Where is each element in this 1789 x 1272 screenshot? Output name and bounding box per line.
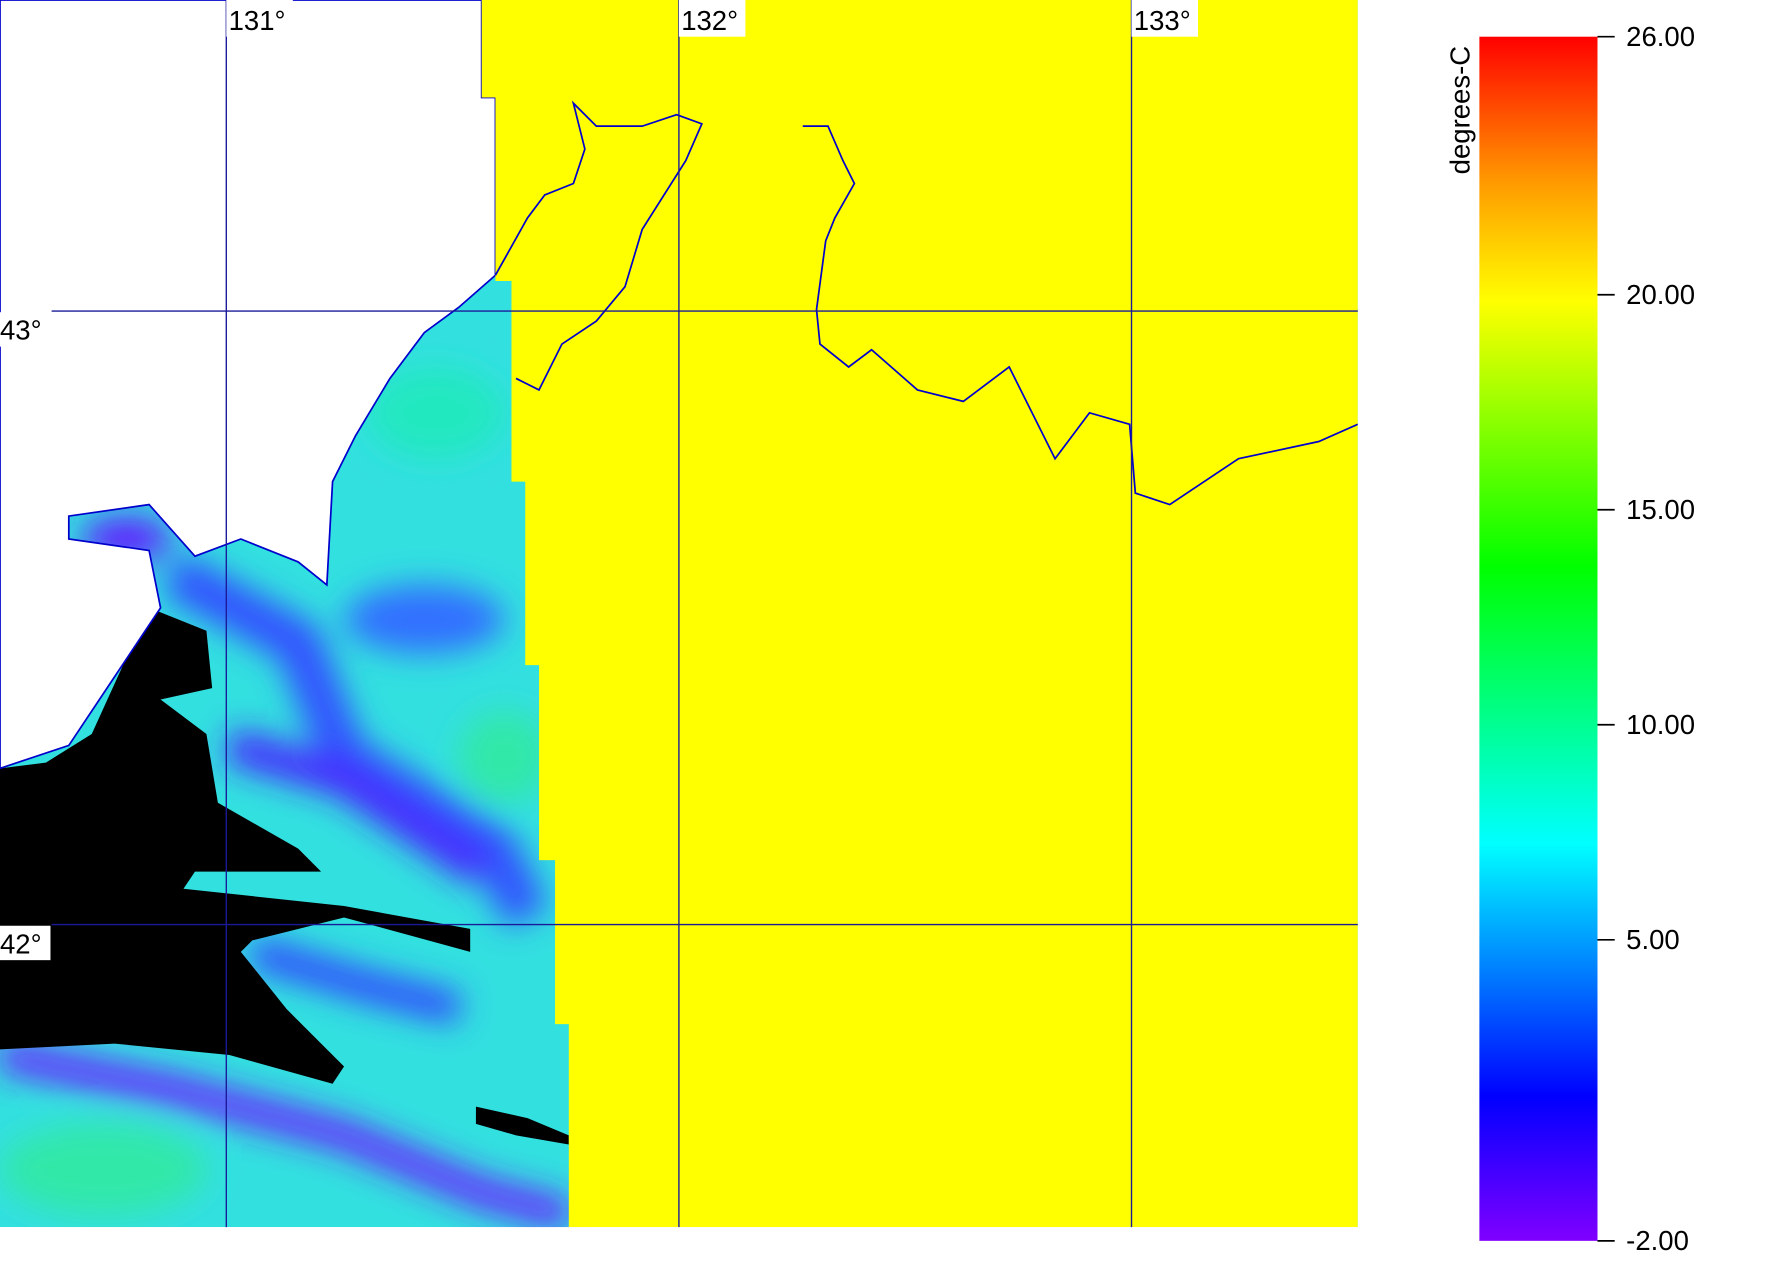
colorbar-tick-label: 10.00 [1626,709,1695,740]
graticule: 131° 132° 133° 43° 42° [0,0,1358,1228]
colorbar-tick-label: -2.00 [1626,1225,1689,1256]
masked-region [481,0,1358,1228]
label-background [226,0,293,37]
label-background [0,312,51,347]
label-background [678,0,746,37]
lon-tick-label: 131° [229,5,286,36]
colorbar-label: degrees-C [1444,46,1475,174]
map-layer: 131° 132° 133° 43° 42° -2.00 5.00 10.00 15.00 20… [0,0,1695,1256]
colorbar-tick-label: 5.00 [1626,924,1680,955]
label-background [1131,0,1199,37]
label-background [0,925,51,961]
colorbar-tick-label: 26.00 [1626,21,1695,52]
lat-tick-label: 43° [0,315,42,346]
colorbar-tick-label: 20.00 [1626,279,1695,310]
lat-tick-label: 42° [0,928,42,959]
no-data-region [0,607,471,1084]
colorbar-tick-label: 15.00 [1626,494,1695,525]
temperature-patches [0,366,573,1228]
colorbar [1479,36,1598,1241]
coastline [494,100,1358,506]
colorbar-ticks: -2.00 5.00 10.00 15.00 20.00 26.00 [1597,21,1695,1256]
lon-tick-label: 132° [681,5,738,36]
lon-tick-label: 133° [1134,5,1191,36]
no-data-region [475,1106,569,1145]
